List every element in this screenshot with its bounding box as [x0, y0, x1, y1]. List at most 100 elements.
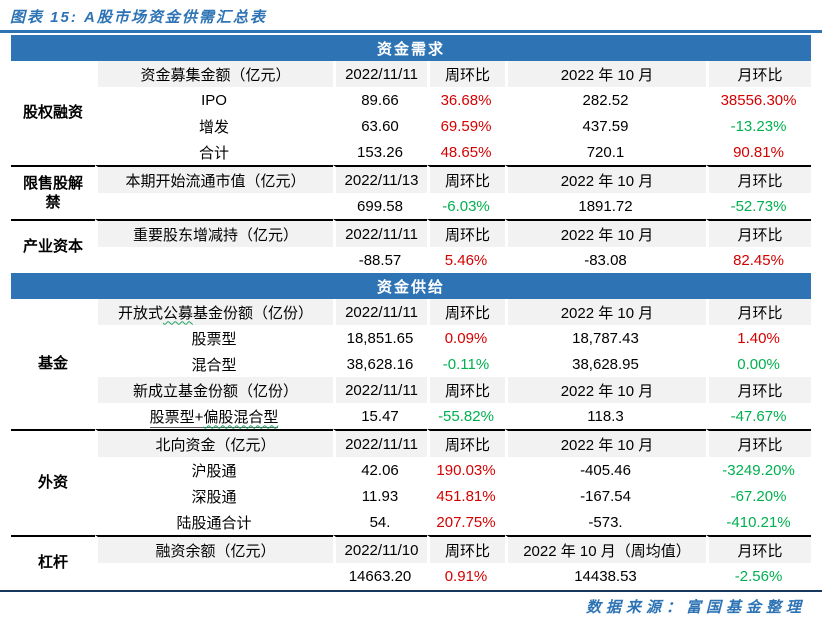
week-value-cell: 14663.20 — [348, 567, 412, 585]
mom-header-cell: 月环比 — [706, 61, 812, 87]
row-name-cell: 股票型+偏股混合型 — [95, 403, 333, 429]
group-label-foreign: 外资 — [11, 429, 95, 535]
title-divider-rule — [0, 30, 822, 33]
month-value-cell: -573. — [588, 513, 623, 531]
date-cell: 2022/11/11 — [333, 429, 427, 457]
wow-value-cell: 36.68% — [440, 91, 492, 109]
wow-header-cell: 周环比 — [427, 299, 505, 325]
metric-cell: 重要股东增减持（亿元） — [95, 219, 333, 247]
wow-header-cell: 周环比 — [427, 165, 505, 193]
table-bottom-rule — [0, 590, 822, 592]
date-cell: 2022/11/11 — [333, 299, 427, 325]
restricted-value-row: 699.58 -6.03% 1891.72 -52.73% — [11, 193, 811, 219]
mom-value-cell: -3249.20% — [722, 461, 795, 479]
fund-newfund-row: 股票型+偏股混合型 15.47 -55.82% 118.3 -47.67% — [11, 403, 811, 429]
wow-value-cell: 5.46% — [444, 251, 488, 269]
week-value-cell: 15.47 — [361, 407, 399, 425]
month-header-cell: 2022 年 10 月 — [505, 219, 706, 247]
wow-value-cell: 69.59% — [440, 117, 492, 135]
wow-value-cell: -55.82% — [438, 407, 494, 425]
wow-value-cell: 190.03% — [436, 461, 496, 479]
wow-value-cell: -0.11% — [442, 355, 490, 373]
mom-value-cell: 82.45% — [733, 251, 784, 269]
metric-cell: 新成立基金份额（亿份） — [95, 377, 333, 403]
group-label-restricted: 限售股解禁 — [11, 165, 95, 219]
month-header-cell: 2022 年 10 月 — [505, 299, 706, 325]
wow-value-cell: 0.91% — [444, 567, 488, 585]
industrial-header-row: 产业资本 重要股东增减持（亿元） 2022/11/11 周环比 2022 年 1… — [11, 219, 812, 255]
month-header-cell: 2022 年 10 月 — [505, 165, 706, 193]
foreign-sh-row: 沪股通 42.06 190.03% -405.46 -3249.20% — [11, 457, 811, 483]
metric-cell: 开放式公募基金份额（亿份） — [95, 299, 333, 325]
month-value-cell: -167.54 — [580, 487, 631, 505]
metric-text: 基金份额（亿份） — [193, 304, 314, 322]
row-name-text: 股票型+ — [149, 408, 204, 426]
group-label-industrial: 产业资本 — [11, 219, 95, 273]
empty-cell — [95, 247, 333, 273]
date-cell: 2022/11/11 — [333, 219, 427, 247]
industrial-value-row: -88.57 5.46% -83.08 82.45% — [11, 247, 811, 273]
week-value-cell: 89.66 — [361, 91, 399, 109]
mom-value-cell: 1.40% — [737, 329, 780, 347]
week-value-cell: 699.58 — [357, 197, 403, 215]
fund-header2-row: 新成立基金份额（亿份） 2022/11/11 周环比 2022 年 10 月 月… — [11, 377, 812, 403]
capital-supply-demand-table: 资金需求 股权融资 资金募集金额（亿元） 2022/11/11 周环比 2022… — [11, 35, 812, 589]
wow-value-cell: 451.81% — [436, 487, 496, 505]
week-value-cell: 11.93 — [361, 487, 399, 505]
month-value-cell: 437.59 — [582, 117, 629, 135]
mom-value-cell: 90.81% — [733, 143, 784, 161]
month-value-cell: 38,628.95 — [572, 355, 639, 373]
month-value-cell: 1891.72 — [578, 197, 633, 215]
week-value-cell: 63.60 — [361, 117, 399, 135]
month-value-cell: -405.46 — [580, 461, 631, 479]
week-value-cell: 38,628.16 — [346, 355, 414, 373]
month-header-cell: 2022 年 10 月 — [505, 377, 706, 403]
mom-value-cell: -47.67% — [730, 407, 787, 425]
metric-cell: 北向资金（亿元） — [95, 429, 333, 457]
mom-header-cell: 月环比 — [706, 535, 812, 563]
month-value-cell: 18,787.43 — [572, 329, 639, 347]
metric-text: 开放式 — [117, 304, 163, 322]
wow-header-cell: 周环比 — [427, 61, 505, 87]
wow-value-cell: -6.03% — [442, 197, 490, 215]
band-row-supply: 资金供给 — [11, 273, 812, 299]
week-value-cell: -88.57 — [358, 251, 402, 269]
capital-supply-demand-table-wrap: 资金需求 股权融资 资金募集金额（亿元） 2022/11/11 周环比 2022… — [11, 35, 812, 589]
date-cell: 2022/11/13 — [333, 165, 427, 193]
month-value-cell: 282.52 — [582, 91, 629, 109]
figure-title: 图表 15: A股市场资金供需汇总表 — [10, 9, 267, 26]
month-header-cell: 2022 年 10 月（周均值） — [505, 535, 706, 563]
date-cell: 2022/11/11 — [333, 377, 427, 403]
equity-header-row: 股权融资 资金募集金额（亿元） 2022/11/11 周环比 2022 年 10… — [11, 61, 812, 121]
group-label-leverage: 杠杆 — [11, 535, 95, 589]
equity-ipo-row: IPO 89.66 36.68% 282.52 38556.30% — [11, 87, 811, 113]
month-header-cell: 2022 年 10 月 — [505, 429, 706, 457]
month-header-cell: 2022 年 10 月 — [505, 61, 706, 87]
row-name-cell: IPO — [201, 91, 227, 109]
foreign-sz-row: 深股通 11.93 451.81% -167.54 -67.20% — [11, 483, 811, 509]
wow-header-cell: 周环比 — [427, 429, 505, 457]
mom-header-cell: 月环比 — [706, 377, 812, 403]
row-name-cell: 增发 — [198, 118, 229, 136]
week-value-cell: 42.06 — [361, 461, 399, 479]
row-name-cell: 合计 — [198, 144, 229, 162]
metric-cell: 融资余额（亿元） — [95, 535, 333, 563]
wow-header-cell: 周环比 — [427, 219, 505, 247]
metric-text-spellcheck: 公募 — [162, 304, 193, 322]
wow-header-cell: 周环比 — [427, 535, 505, 563]
fund-header1-row: 基金 开放式公募基金份额（亿份） 2022/11/11 周环比 2022 年 1… — [11, 299, 812, 372]
fund-stock-row: 股票型 18,851.65 0.09% 18,787.43 1.40% — [11, 325, 811, 351]
wow-value-cell: 48.65% — [440, 143, 492, 161]
row-name-cell: 混合型 — [191, 356, 237, 374]
wow-value-cell: 0.09% — [444, 329, 488, 347]
group-label-fund: 基金 — [37, 355, 68, 373]
mom-header-cell: 月环比 — [706, 299, 812, 325]
foreign-header-row: 外资 北向资金（亿元） 2022/11/11 周环比 2022 年 10 月 月… — [11, 429, 812, 491]
band-supply-label: 资金供给 — [11, 273, 812, 299]
row-name-cell: 陆股通合计 — [176, 514, 252, 532]
week-value-cell: 153.26 — [357, 143, 403, 161]
month-value-cell: 14438.53 — [574, 567, 637, 585]
band-row-demand: 资金需求 — [11, 35, 812, 61]
month-value-cell: -83.08 — [584, 251, 627, 269]
mom-header-cell: 月环比 — [706, 165, 812, 193]
